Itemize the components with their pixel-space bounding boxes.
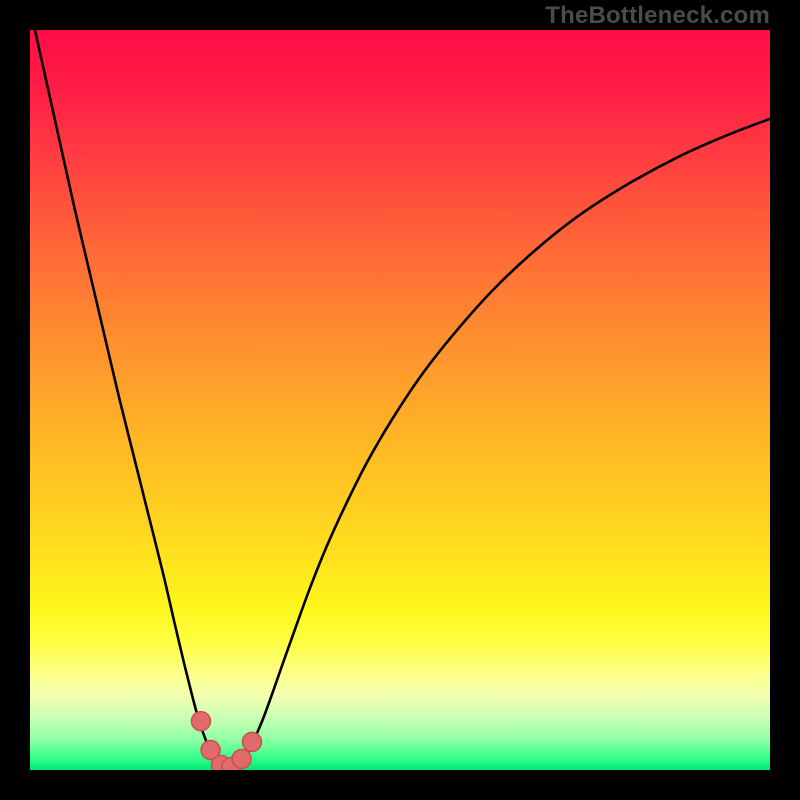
watermark-text: TheBottleneck.com	[545, 2, 770, 30]
chart-frame	[0, 0, 800, 800]
